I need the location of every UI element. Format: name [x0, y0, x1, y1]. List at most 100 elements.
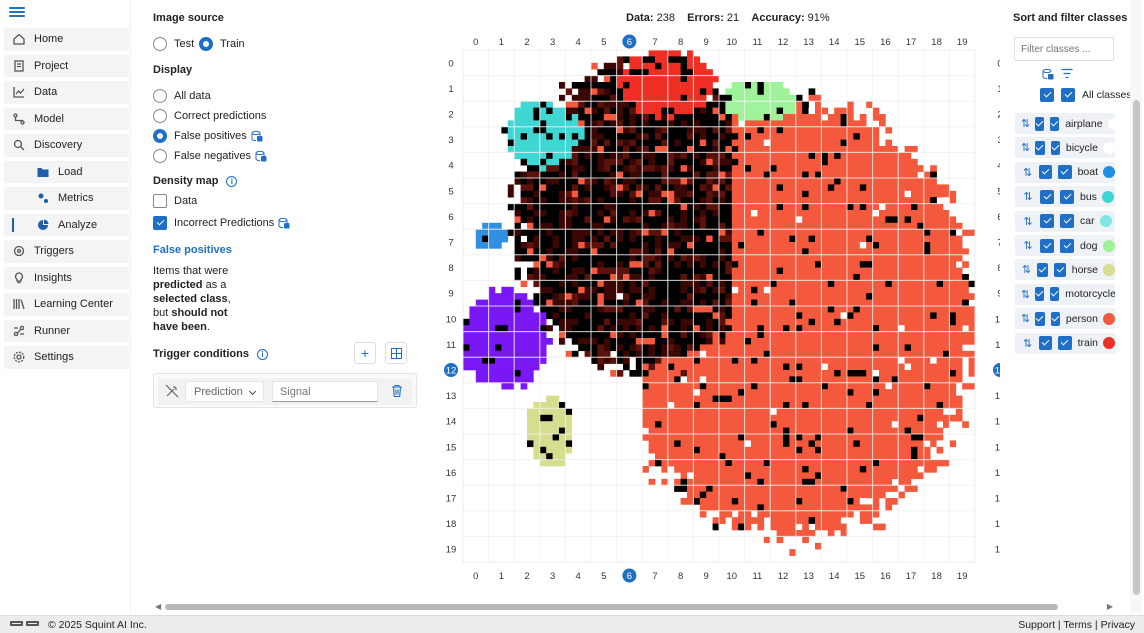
- density-heatmap[interactable]: 0011223344556677889910101111121213131414…: [440, 28, 1000, 588]
- add-condition-button[interactable]: +: [354, 342, 376, 364]
- class-row-bicycle[interactable]: ⇅ bicycle: [1015, 137, 1115, 159]
- class-row-car[interactable]: ⇅ car: [1015, 210, 1115, 232]
- sidebar-item-runner[interactable]: Runner: [4, 319, 129, 342]
- radio-test[interactable]: Test: [153, 37, 194, 51]
- sidebar-item-load[interactable]: Load: [4, 160, 129, 183]
- all-classes-checkbox-b[interactable]: [1061, 88, 1075, 102]
- density-cell: [731, 190, 739, 198]
- all-classes-row[interactable]: All classes: [1040, 88, 1132, 102]
- sort-arrows-icon[interactable]: ⇅: [1023, 191, 1033, 204]
- class-checkbox-a[interactable]: [1036, 262, 1049, 277]
- sidebar-item-data[interactable]: Data: [4, 81, 129, 104]
- class-checkbox-b[interactable]: [1060, 238, 1074, 253]
- sidebar-item-analyze[interactable]: Analyze: [4, 213, 129, 236]
- sort-arrows-icon[interactable]: ⇅: [1021, 264, 1032, 277]
- vertical-scrollbar[interactable]: [1130, 0, 1142, 612]
- hscroll-thumb[interactable]: [165, 604, 1058, 610]
- scroll-thumb[interactable]: [1133, 100, 1140, 595]
- sidebar-item-learning-center[interactable]: Learning Center: [4, 293, 129, 316]
- sort-arrows-icon[interactable]: ⇅: [1023, 215, 1033, 228]
- radio-false-positives[interactable]: False positives: [153, 129, 263, 143]
- sort-arrows-icon[interactable]: ⇅: [1022, 337, 1033, 350]
- sidebar-item-home[interactable]: Home: [4, 28, 129, 51]
- support-link[interactable]: Support: [1018, 618, 1055, 631]
- signal-input[interactable]: [272, 381, 378, 402]
- sidebar-item-model[interactable]: Model: [4, 107, 129, 130]
- sidebar-item-metrics[interactable]: Metrics: [4, 187, 129, 210]
- radio-all-data[interactable]: All data: [153, 89, 211, 103]
- radio-correct[interactable]: Correct predictions: [153, 109, 266, 123]
- radio-train[interactable]: Train: [199, 37, 245, 51]
- class-checkbox-b[interactable]: [1060, 189, 1074, 204]
- class-checkbox-a[interactable]: [1035, 287, 1045, 302]
- terms-link[interactable]: Terms: [1063, 618, 1092, 631]
- class-checkbox-a[interactable]: [1040, 214, 1054, 229]
- sidebar-item-discovery[interactable]: Discovery: [4, 134, 129, 157]
- scroll-left-icon[interactable]: ◀: [155, 602, 162, 611]
- class-row-bus[interactable]: ⇅ bus: [1015, 186, 1115, 208]
- checkbox-data[interactable]: [153, 194, 167, 208]
- class-checkbox-a[interactable]: [1035, 116, 1045, 131]
- radio-all-circle[interactable]: [153, 89, 167, 103]
- sort-arrows-icon[interactable]: ⇅: [1021, 313, 1031, 326]
- radio-fp-circle[interactable]: [153, 129, 167, 143]
- density-cell: [610, 94, 617, 102]
- class-row-horse[interactable]: ⇅ horse: [1015, 259, 1115, 281]
- class-checkbox-b[interactable]: [1050, 287, 1060, 302]
- class-row-motorcycle[interactable]: ⇅ motorcycle: [1015, 283, 1115, 305]
- filter-classes-input[interactable]: [1014, 37, 1114, 61]
- sort-arrows-icon[interactable]: ⇅: [1021, 142, 1031, 155]
- class-row-dog[interactable]: ⇅ dog: [1015, 235, 1115, 256]
- filter-list-icon[interactable]: [1061, 68, 1073, 79]
- sort-arrows-icon[interactable]: ⇅: [1021, 118, 1031, 130]
- density-cell: [821, 306, 829, 313]
- all-classes-checkbox-a[interactable]: [1040, 88, 1054, 102]
- class-checkbox-a[interactable]: [1040, 189, 1054, 204]
- class-checkbox-b[interactable]: [1050, 311, 1060, 326]
- radio-train-circle[interactable]: [199, 37, 213, 51]
- class-checkbox-a[interactable]: [1035, 311, 1045, 326]
- density-data-checkbox[interactable]: Data: [153, 194, 197, 208]
- class-checkbox-b[interactable]: [1054, 262, 1066, 277]
- class-checkbox-a[interactable]: [1040, 238, 1054, 253]
- class-checkbox-a[interactable]: [1039, 336, 1053, 351]
- magic-wand-off-icon[interactable]: [165, 384, 179, 398]
- sidebar-item-insights[interactable]: Insights: [4, 266, 129, 289]
- sort-arrows-icon[interactable]: ⇅: [1022, 166, 1033, 179]
- class-row-boat[interactable]: ⇅ boat: [1015, 161, 1115, 183]
- class-row-person[interactable]: ⇅ person: [1015, 308, 1115, 330]
- density-cell: [885, 146, 893, 153]
- radio-correct-circle[interactable]: [153, 109, 167, 123]
- sidebar-item-project[interactable]: Project: [4, 54, 129, 77]
- class-checkbox-b[interactable]: [1060, 214, 1074, 229]
- density-cell: [757, 197, 765, 204]
- add-group-button[interactable]: [385, 342, 407, 364]
- menu-icon[interactable]: [9, 5, 25, 19]
- checkbox-incorrect[interactable]: [153, 216, 167, 230]
- privacy-link[interactable]: Privacy: [1100, 618, 1135, 631]
- info-icon[interactable]: i: [226, 175, 238, 187]
- class-checkbox-b[interactable]: [1050, 140, 1060, 155]
- trash-icon[interactable]: [391, 384, 403, 398]
- class-checkbox-a[interactable]: [1035, 140, 1045, 155]
- class-checkbox-b[interactable]: [1058, 165, 1072, 180]
- sidebar-item-settings[interactable]: Settings: [4, 346, 129, 369]
- class-row-airplane[interactable]: ⇅ airplane: [1015, 113, 1115, 134]
- class-checkbox-b[interactable]: [1050, 116, 1060, 131]
- density-cell: [802, 376, 809, 384]
- radio-false-negatives[interactable]: False negatives: [153, 149, 267, 163]
- prediction-select[interactable]: Prediction: [185, 381, 264, 402]
- class-checkbox-b[interactable]: [1058, 336, 1072, 351]
- sort-arrows-icon[interactable]: ⇅: [1023, 240, 1033, 252]
- radio-fn-circle[interactable]: [153, 149, 167, 163]
- horizontal-scrollbar[interactable]: ◀ ▶: [155, 602, 1113, 612]
- class-row-train[interactable]: ⇅ train: [1015, 332, 1115, 354]
- density-incorrect-checkbox[interactable]: Incorrect Predictions: [153, 216, 290, 230]
- sort-arrows-icon[interactable]: ⇅: [1021, 288, 1031, 301]
- info-icon[interactable]: i: [256, 348, 268, 360]
- class-checkbox-a[interactable]: [1039, 165, 1053, 180]
- scroll-right-icon[interactable]: ▶: [1106, 602, 1113, 611]
- database-icon[interactable]: [1042, 68, 1054, 80]
- sidebar-item-triggers[interactable]: Triggers: [4, 240, 129, 263]
- radio-test-circle[interactable]: [153, 37, 167, 51]
